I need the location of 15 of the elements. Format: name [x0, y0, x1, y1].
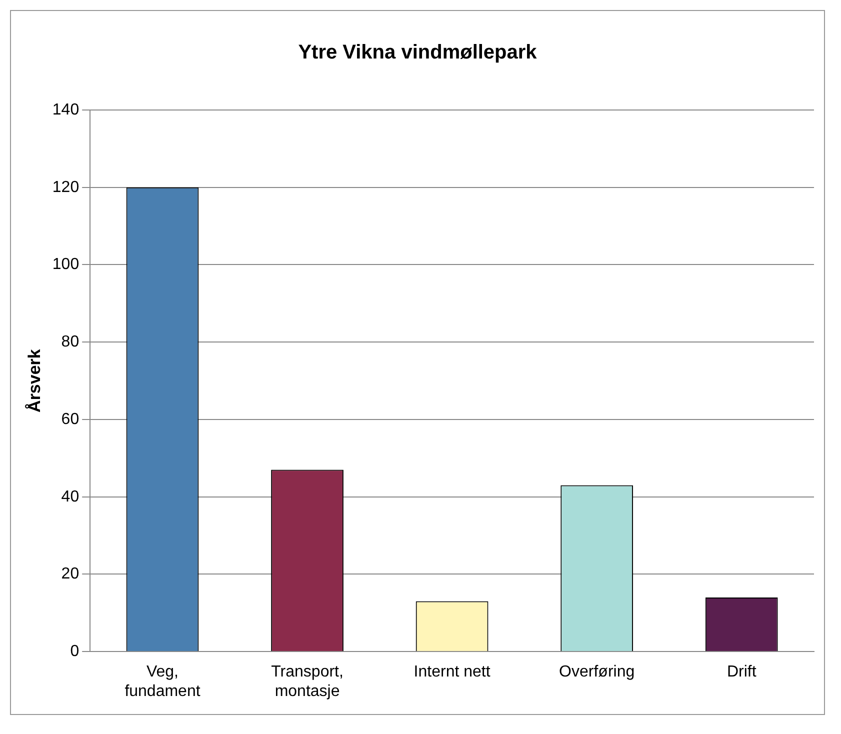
y-tick-label: 0 [70, 643, 80, 660]
y-tick-label: 20 [61, 566, 80, 583]
x-tick-label: Transport, montasje [271, 664, 344, 700]
x-tick-label: Overføring [559, 664, 635, 681]
x-tick-label: Veg, fundament [124, 664, 201, 700]
x-tick-label: Drift [726, 664, 757, 681]
y-tick-label: 120 [52, 178, 80, 196]
y-tick-label: 140 [52, 101, 80, 118]
y-axis-title: Årsverk [24, 348, 44, 412]
x-tick-label: Internt nett [414, 664, 491, 681]
y-tick-label: 100 [52, 256, 80, 274]
y-tick-label: 40 [61, 488, 80, 506]
y-tick-label: 80 [61, 334, 80, 351]
y-tick-label: 60 [61, 410, 80, 428]
chart-title: Ytre Vikna vindmøllepark [298, 42, 538, 64]
